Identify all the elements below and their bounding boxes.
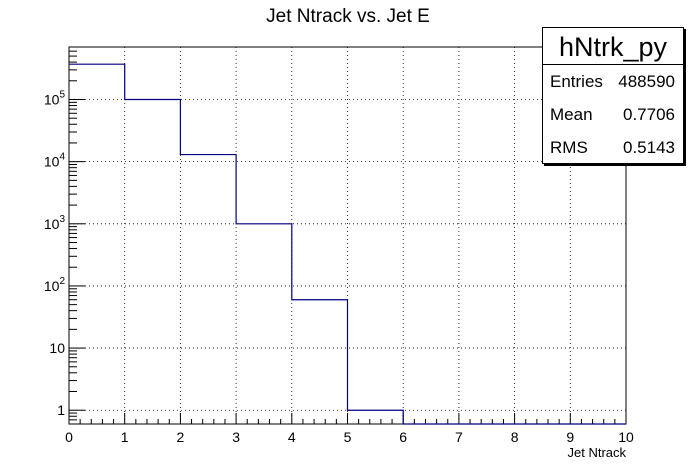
- x-tick-label: 6: [399, 429, 407, 445]
- stats-histogram-name: hNtrk_py: [543, 28, 683, 65]
- x-tick-label: 0: [65, 429, 73, 445]
- chart-title: Jet Ntrack vs. Jet E: [266, 6, 430, 27]
- stats-row-rms: RMS 0.5143: [543, 131, 683, 164]
- stats-rms-value: 0.5143: [623, 138, 675, 157]
- stats-mean-label: Mean: [550, 105, 593, 124]
- x-tick-label: 7: [455, 429, 463, 445]
- stats-row-entries: Entries 488590: [543, 65, 683, 98]
- x-tick-label: 5: [344, 429, 352, 445]
- y-tick-label: 10: [49, 340, 65, 356]
- stats-rms-label: RMS: [550, 138, 588, 157]
- y-tick-label: 103: [44, 214, 66, 232]
- x-tick-label: 8: [511, 429, 519, 445]
- x-tick-label: 2: [177, 429, 185, 445]
- y-tick-label: 105: [44, 90, 66, 108]
- stats-row-mean: Mean 0.7706: [543, 98, 683, 131]
- y-tick-label: 1: [57, 402, 65, 418]
- stats-entries-label: Entries: [550, 72, 603, 91]
- x-tick-label: 1: [121, 429, 129, 445]
- stats-entries-value: 488590: [618, 72, 675, 91]
- x-tick-label: 10: [618, 429, 634, 445]
- x-tick-label: 3: [232, 429, 240, 445]
- x-axis-label: Jet Ntrack: [567, 445, 626, 460]
- x-tick-label: 4: [288, 429, 296, 445]
- stats-mean-value: 0.7706: [623, 105, 675, 124]
- y-tick-label: 104: [44, 152, 66, 170]
- histogram-line: [69, 63, 626, 425]
- stats-box: hNtrk_py Entries 488590 Mean 0.7706 RMS …: [542, 27, 684, 164]
- x-tick-label: 9: [566, 429, 574, 445]
- y-tick-label: 102: [44, 276, 66, 294]
